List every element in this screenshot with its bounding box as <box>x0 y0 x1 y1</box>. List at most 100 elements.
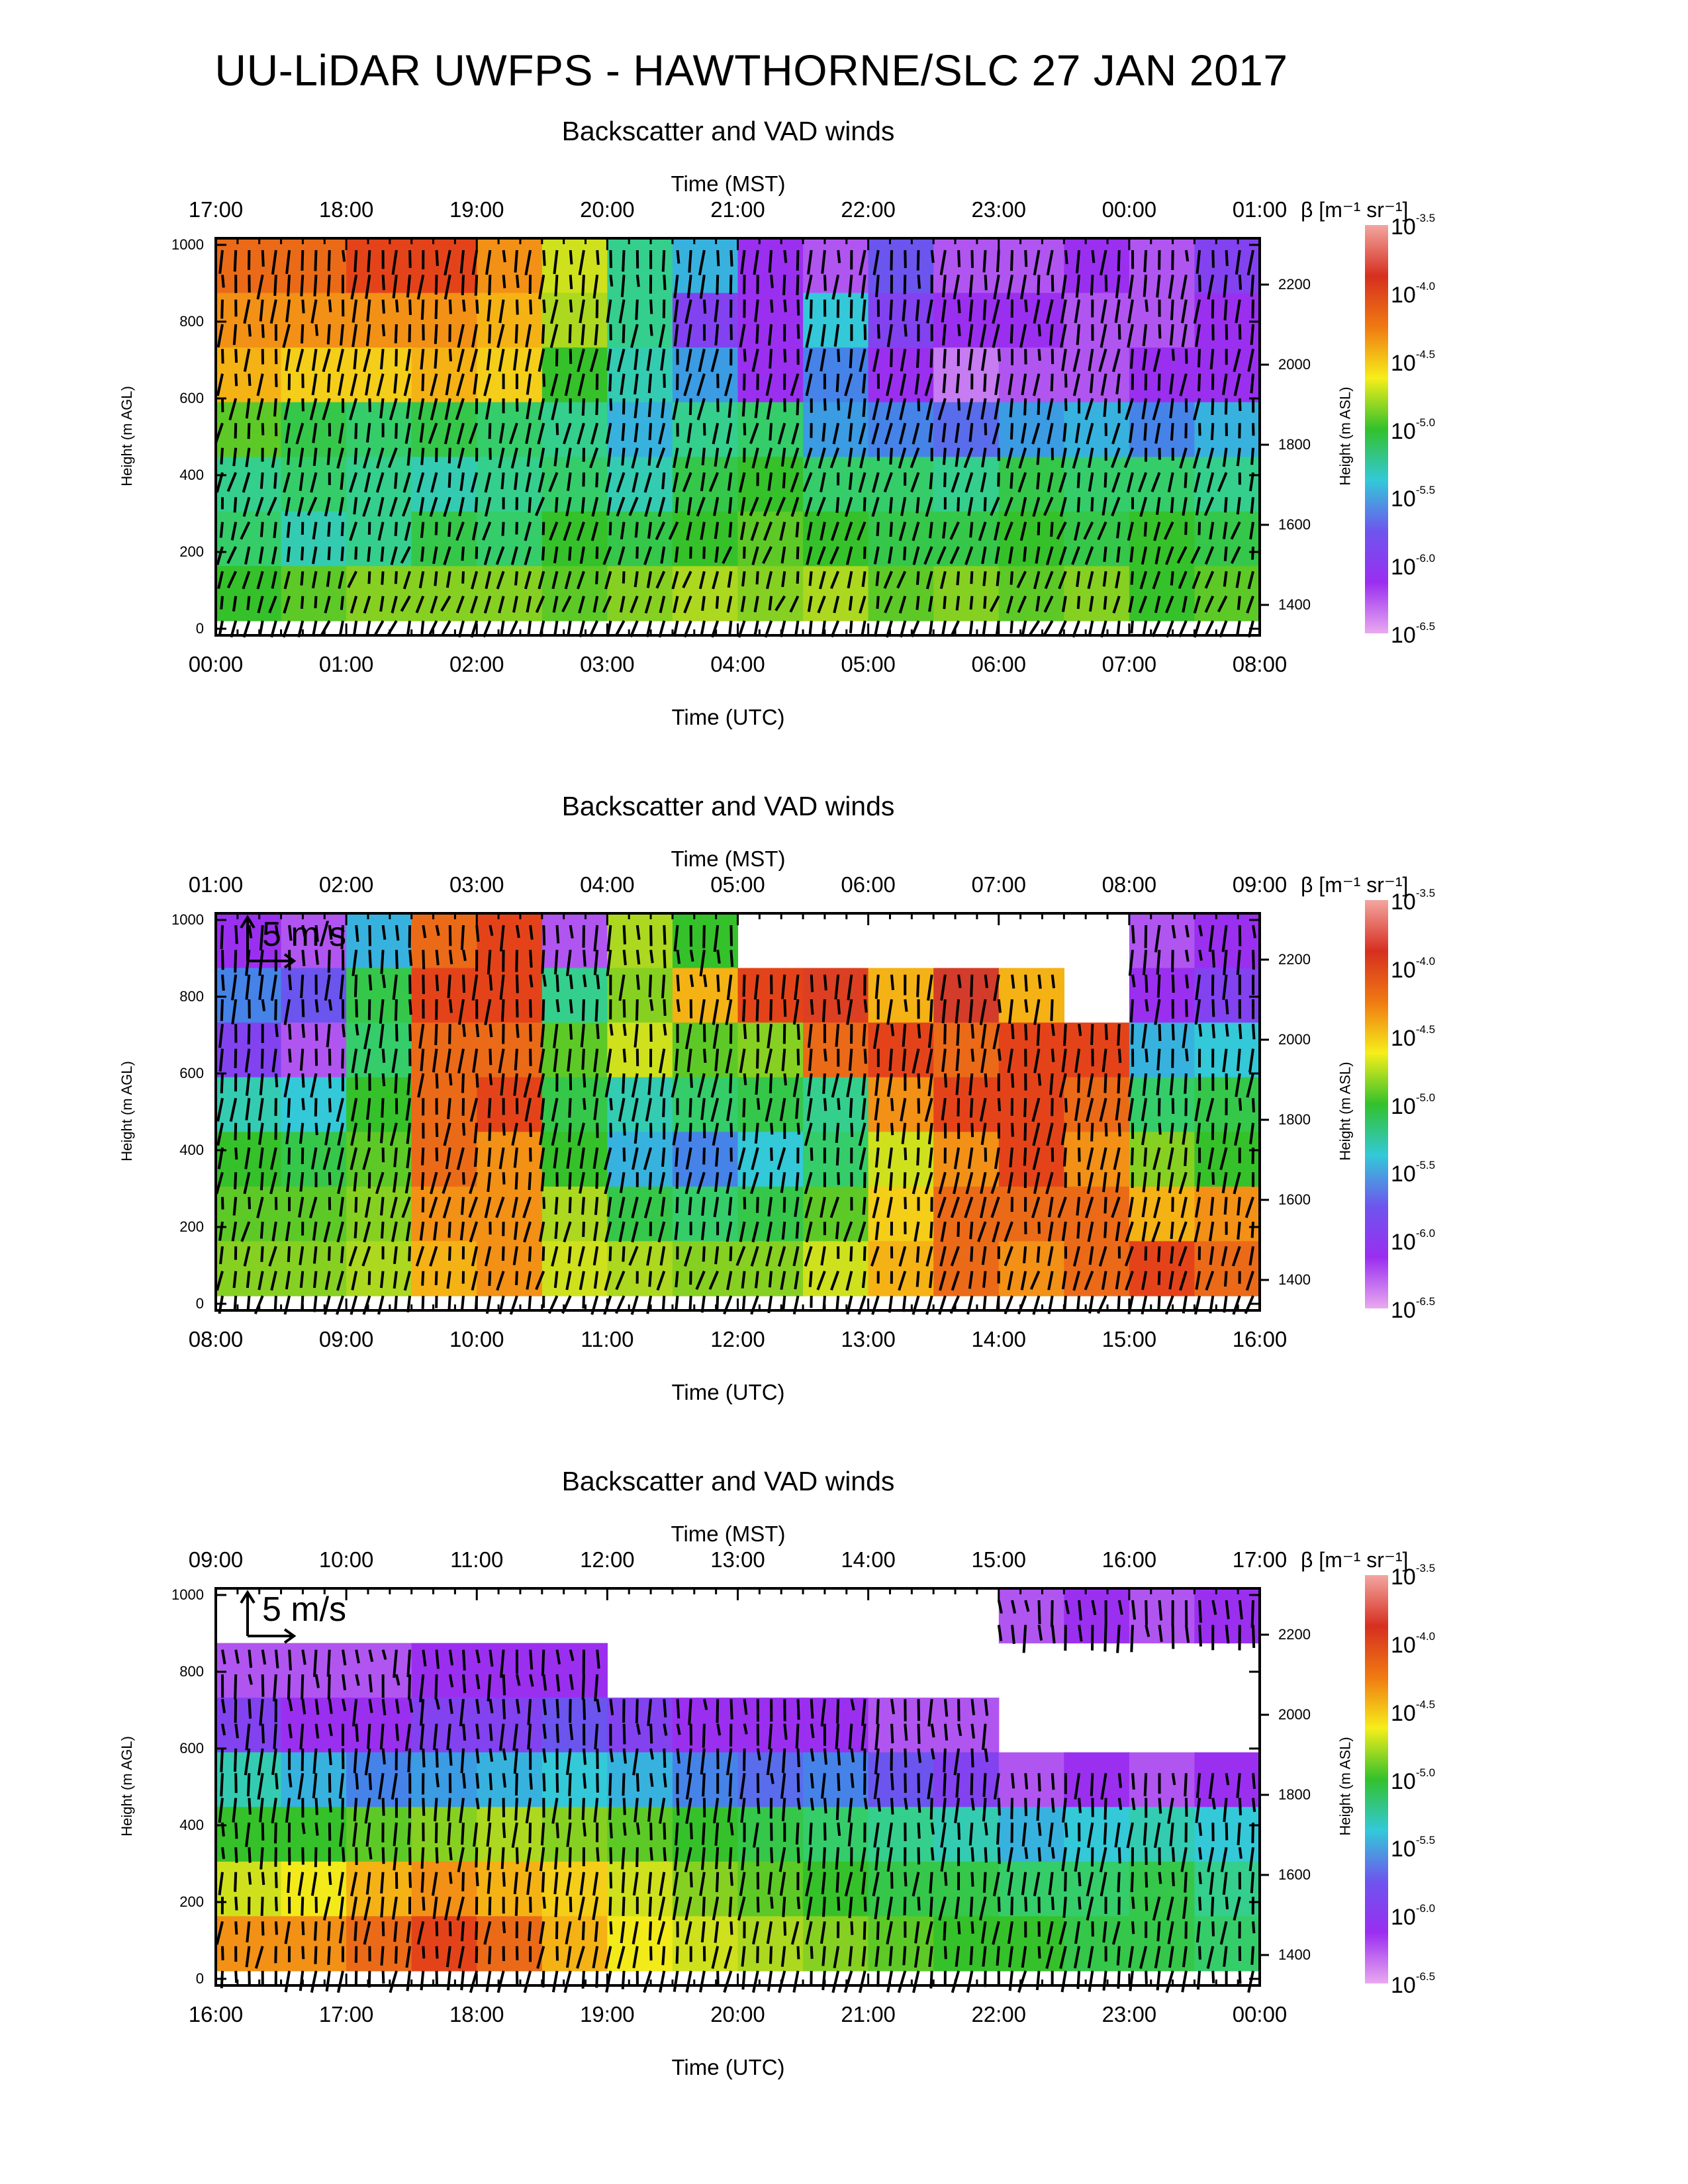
wind-arrow <box>361 1246 371 1267</box>
wind-arrow <box>728 620 733 635</box>
wind-arrow <box>1064 250 1068 265</box>
wind-arrow <box>1204 620 1215 637</box>
wind-arrow <box>622 1246 626 1262</box>
wind-arrow <box>1058 1073 1067 1098</box>
wind-arrow <box>541 1246 545 1261</box>
wind-arrow <box>628 1246 639 1266</box>
y2-tick-label: 2200 <box>1278 1626 1311 1643</box>
wind-arrow <box>283 596 291 614</box>
wind-arrow <box>915 497 920 514</box>
wind-arrow <box>820 324 826 347</box>
wind-arrow <box>859 250 867 276</box>
wind-arrow <box>955 447 961 467</box>
colorbar-tick-label: 10-4.0 <box>1391 955 1435 983</box>
wind-arrow <box>1152 1197 1161 1218</box>
wind-arrow <box>395 1674 400 1686</box>
wind-arrow <box>1165 546 1174 565</box>
heatmap-cell <box>998 566 1064 621</box>
wind-arrow <box>766 1748 773 1776</box>
wind-arrow <box>943 1723 949 1741</box>
wind-arrow <box>526 596 532 613</box>
wind-arrow <box>1074 423 1081 443</box>
wind-arrow <box>822 1073 826 1094</box>
wind-arrow <box>328 1723 333 1737</box>
wind-arrow <box>1128 423 1134 443</box>
wind-arrow <box>469 596 479 614</box>
wind-arrow <box>726 1097 733 1122</box>
wind-arrow <box>295 422 305 445</box>
wind-arrow <box>676 1748 680 1764</box>
wind-arrow <box>830 1271 840 1291</box>
wind-arrow <box>1225 1024 1229 1037</box>
wind-arrow <box>1250 275 1254 297</box>
wind-arrow <box>863 1048 867 1064</box>
wind-arrow <box>381 275 385 291</box>
wind-arrow <box>1111 348 1121 373</box>
colorbar-tick-label: 10-6.5 <box>1391 620 1435 649</box>
heatmap-cell <box>411 913 477 969</box>
wind-arrow <box>662 299 666 318</box>
wind-arrow <box>850 1748 855 1762</box>
wind-arrow <box>352 299 358 323</box>
wind-arrow <box>1059 1946 1067 1969</box>
wind-arrow <box>618 1097 626 1122</box>
wind-arrow <box>994 546 1000 565</box>
wind-arrow <box>551 570 559 590</box>
wind-arrow <box>1045 546 1054 566</box>
wind-arrow <box>583 1748 587 1765</box>
heatmap-cell <box>672 511 739 567</box>
wind-arrow <box>483 373 492 396</box>
wind-arrow <box>1062 1797 1067 1823</box>
colorbar-tick-exponent: -6.5 <box>1415 1295 1436 1308</box>
wind-arrow <box>1074 522 1081 541</box>
wind-arrow <box>940 1822 947 1848</box>
wind-arrow <box>405 1221 412 1242</box>
heatmap-cell <box>1064 1186 1130 1242</box>
wind-arrow <box>1233 1171 1241 1195</box>
wind-arrow <box>297 496 305 517</box>
bottom-axis-title: Time (UTC) <box>671 2055 785 2079</box>
wind-arrow <box>508 422 518 445</box>
wind-arrow <box>1248 1246 1254 1266</box>
wind-arrow <box>912 1970 920 1993</box>
wind-arrow <box>1156 950 1161 975</box>
wind-arrow <box>1074 1098 1081 1121</box>
wind-arrow <box>538 398 545 420</box>
wind-arrow <box>435 1073 439 1089</box>
wind-arrow <box>821 1946 826 1966</box>
wind-arrow <box>569 999 573 1014</box>
wind-arrow <box>770 1772 774 1784</box>
wind-arrow <box>1250 324 1254 345</box>
wind-arrow <box>447 1797 451 1821</box>
wind-arrow <box>1051 1847 1055 1859</box>
wind-arrow <box>915 1271 920 1287</box>
wind-arrow <box>896 570 907 589</box>
wind-arrow <box>363 348 371 373</box>
wind-arrow <box>926 299 933 324</box>
wind-arrow <box>917 1748 922 1763</box>
wind-arrow <box>794 1271 800 1290</box>
wind-arrow <box>835 1872 840 1893</box>
wind-arrow <box>835 1797 840 1821</box>
wind-arrow <box>498 447 505 469</box>
wind-arrow <box>579 1872 585 1895</box>
wind-arrow <box>445 1147 451 1169</box>
wind-arrow <box>925 570 933 590</box>
wind-arrow <box>522 1197 532 1218</box>
wind-arrow <box>1011 1024 1015 1040</box>
wind-arrow <box>916 1147 920 1166</box>
wind-arrow <box>1088 1970 1094 1992</box>
wind-arrow <box>688 1197 692 1216</box>
wind-arrow <box>312 1773 318 1799</box>
wind-arrow <box>245 447 251 467</box>
wind-arrow <box>700 472 706 492</box>
wind-arrow <box>941 1098 947 1121</box>
wind-arrow <box>1074 1846 1081 1872</box>
wind-arrow <box>1198 1822 1203 1837</box>
wind-arrow <box>583 1699 586 1720</box>
wind-arrow <box>1184 1773 1188 1797</box>
wind-arrow <box>406 398 412 419</box>
wind-arrow <box>1137 472 1148 492</box>
wind-arrow <box>967 324 974 347</box>
wind-arrow <box>528 1295 532 1311</box>
